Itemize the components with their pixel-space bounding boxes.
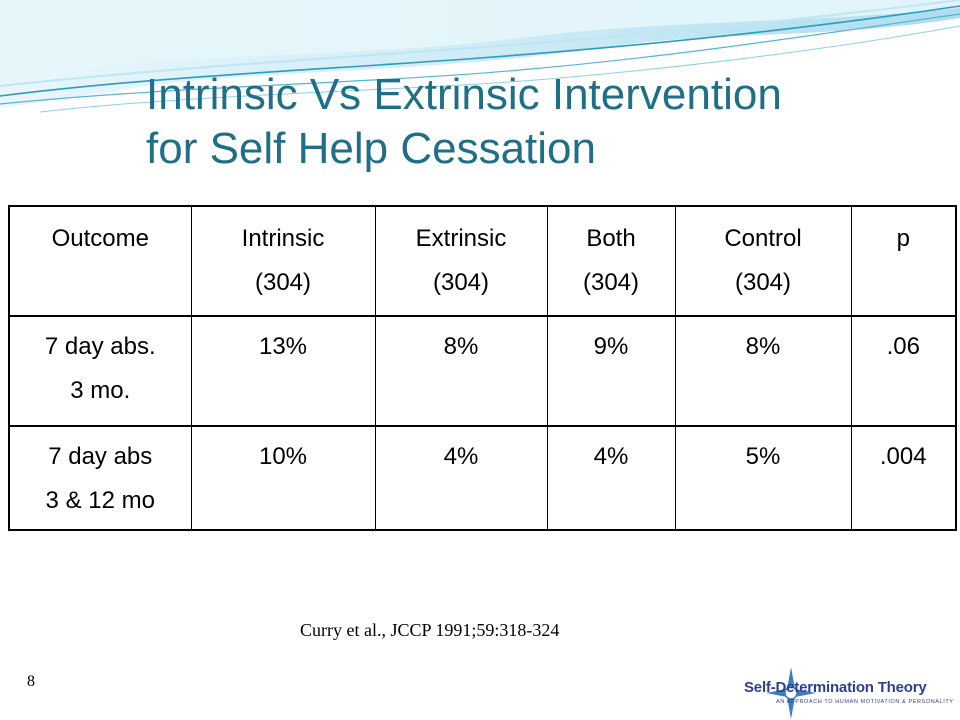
header-outcome: Outcome <box>8 206 192 316</box>
header-both: Both (304) <box>546 206 676 316</box>
table-header-row: Outcome Intrinsic (304) Extrinsic (304) Bo… <box>8 206 957 316</box>
cell-outcome: 7 day abs 3 & 12 mo <box>8 425 192 530</box>
slide-title: Intrinsic Vs Extrinsic Intervention for … <box>146 68 782 176</box>
cell-p: .004 <box>850 425 957 530</box>
header-wave-decoration <box>0 0 960 113</box>
header-extrinsic: Extrinsic (304) <box>374 206 548 316</box>
table-row: 7 day abs 3 & 12 mo 10% 4% 4% 5% .004 <box>8 425 957 530</box>
logo-subtitle: AN APPROACH TO HUMAN MOTIVATION & PERSON… <box>776 699 954 705</box>
cell-outcome: 7 day abs. 3 mo. <box>8 315 192 426</box>
slide-number: 8 <box>27 673 35 690</box>
cell-intrinsic: 13% <box>190 315 376 426</box>
cell-both: 4% <box>546 425 676 530</box>
compass-star-icon <box>766 667 816 719</box>
table-row: 7 day abs. 3 mo. 13% 8% 9% 8% .06 <box>8 315 957 426</box>
results-table: Outcome Intrinsic (304) Extrinsic (304) Bo… <box>8 205 957 531</box>
cell-p: .06 <box>850 315 957 426</box>
citation: Curry et al., JCCP 1991;59:318-324 <box>300 620 560 640</box>
cell-control: 8% <box>674 315 852 426</box>
logo-text: Self-Determination Theory <box>744 679 927 696</box>
header-intrinsic: Intrinsic (304) <box>190 206 376 316</box>
cell-both: 9% <box>546 315 676 426</box>
title-line-2: for Self Help Cessation <box>146 124 596 173</box>
cell-control: 5% <box>674 425 852 530</box>
cell-intrinsic: 10% <box>190 425 376 530</box>
cell-extrinsic: 8% <box>374 315 548 426</box>
sdt-logo: Self-Determination Theory AN APPROACH TO… <box>722 665 960 720</box>
header-p: p <box>850 206 957 316</box>
cell-extrinsic: 4% <box>374 425 548 530</box>
title-line-1: Intrinsic Vs Extrinsic Intervention <box>146 70 782 119</box>
header-control: Control (304) <box>674 206 852 316</box>
